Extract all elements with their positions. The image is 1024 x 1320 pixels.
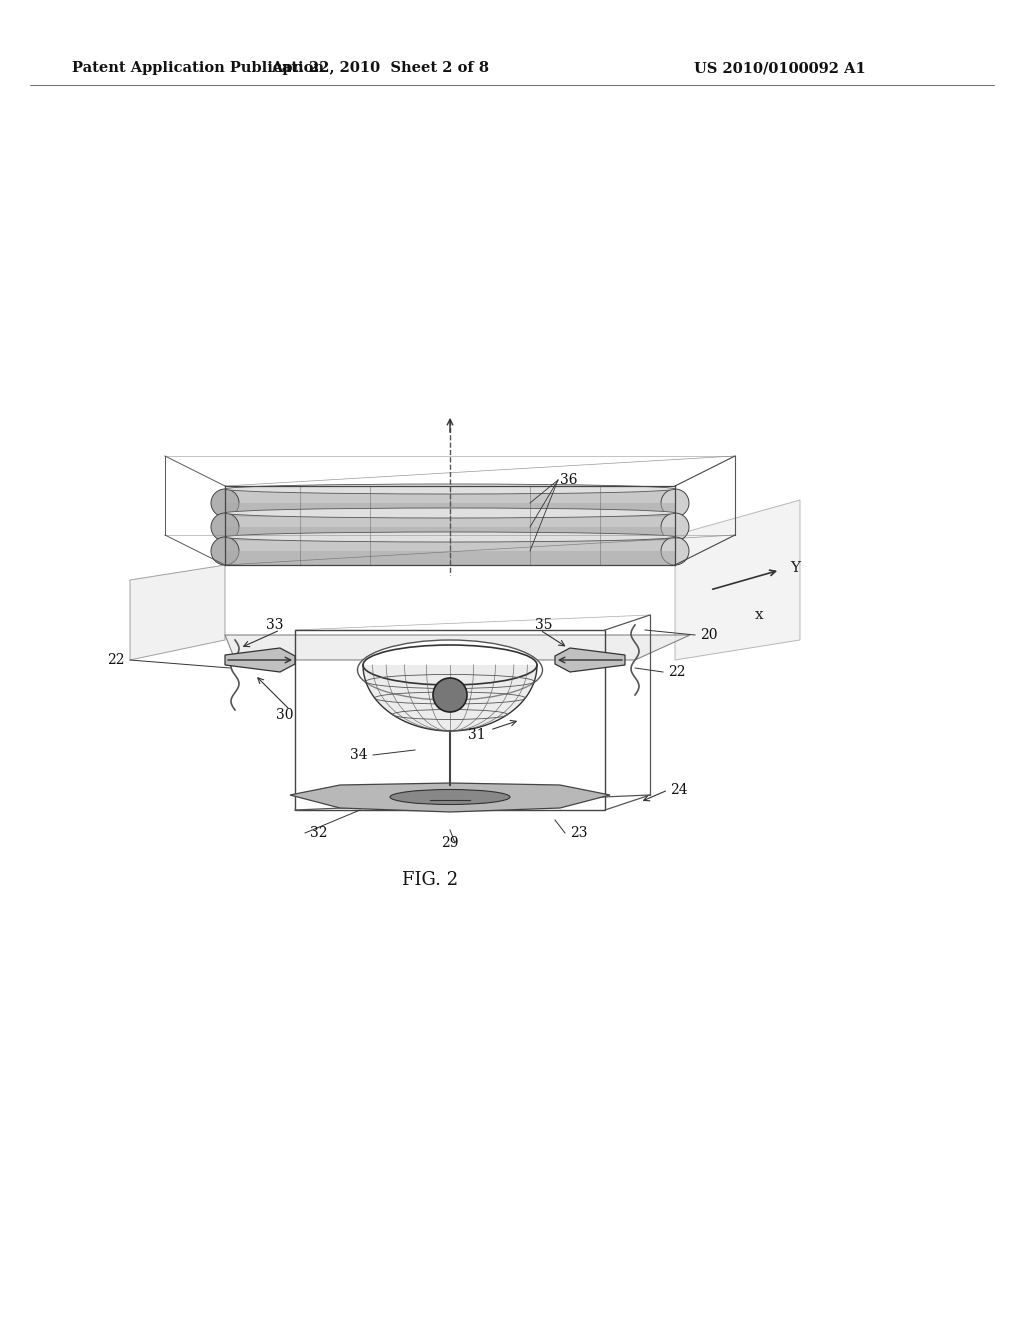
Polygon shape bbox=[290, 783, 610, 812]
Text: 20: 20 bbox=[700, 628, 718, 642]
Polygon shape bbox=[130, 565, 225, 660]
Ellipse shape bbox=[662, 513, 689, 541]
Text: 24: 24 bbox=[670, 783, 688, 797]
Bar bbox=[225, 513, 675, 541]
Ellipse shape bbox=[211, 488, 239, 517]
Ellipse shape bbox=[225, 532, 675, 543]
Text: Y: Y bbox=[790, 561, 800, 576]
Text: 29: 29 bbox=[441, 836, 459, 850]
Ellipse shape bbox=[225, 484, 675, 494]
Polygon shape bbox=[555, 648, 625, 672]
Text: Patent Application Publication: Patent Application Publication bbox=[72, 61, 324, 75]
Polygon shape bbox=[225, 648, 295, 672]
Ellipse shape bbox=[357, 640, 543, 700]
Ellipse shape bbox=[390, 789, 510, 804]
Polygon shape bbox=[225, 635, 690, 660]
Bar bbox=[225, 537, 675, 565]
Text: 30: 30 bbox=[276, 708, 294, 722]
Bar bbox=[225, 488, 675, 517]
Text: x: x bbox=[755, 609, 764, 622]
Text: Apr. 22, 2010  Sheet 2 of 8: Apr. 22, 2010 Sheet 2 of 8 bbox=[271, 61, 489, 75]
Bar bbox=[225, 503, 675, 517]
Text: US 2010/0100092 A1: US 2010/0100092 A1 bbox=[694, 61, 866, 75]
Polygon shape bbox=[675, 500, 800, 660]
Text: 22: 22 bbox=[108, 653, 125, 667]
Text: 34: 34 bbox=[350, 748, 368, 762]
Text: 35: 35 bbox=[536, 618, 553, 632]
Ellipse shape bbox=[662, 488, 689, 517]
Bar bbox=[225, 527, 675, 541]
Text: 31: 31 bbox=[468, 729, 486, 742]
Ellipse shape bbox=[662, 537, 689, 565]
Text: 22: 22 bbox=[668, 665, 685, 678]
Circle shape bbox=[433, 678, 467, 711]
Bar bbox=[225, 550, 675, 565]
Text: 33: 33 bbox=[266, 618, 284, 632]
Ellipse shape bbox=[211, 537, 239, 565]
Text: 23: 23 bbox=[570, 826, 588, 840]
Text: 32: 32 bbox=[310, 826, 328, 840]
Ellipse shape bbox=[225, 508, 675, 517]
Text: 36: 36 bbox=[560, 473, 578, 487]
Ellipse shape bbox=[211, 513, 239, 541]
Text: FIG. 2: FIG. 2 bbox=[402, 871, 458, 888]
